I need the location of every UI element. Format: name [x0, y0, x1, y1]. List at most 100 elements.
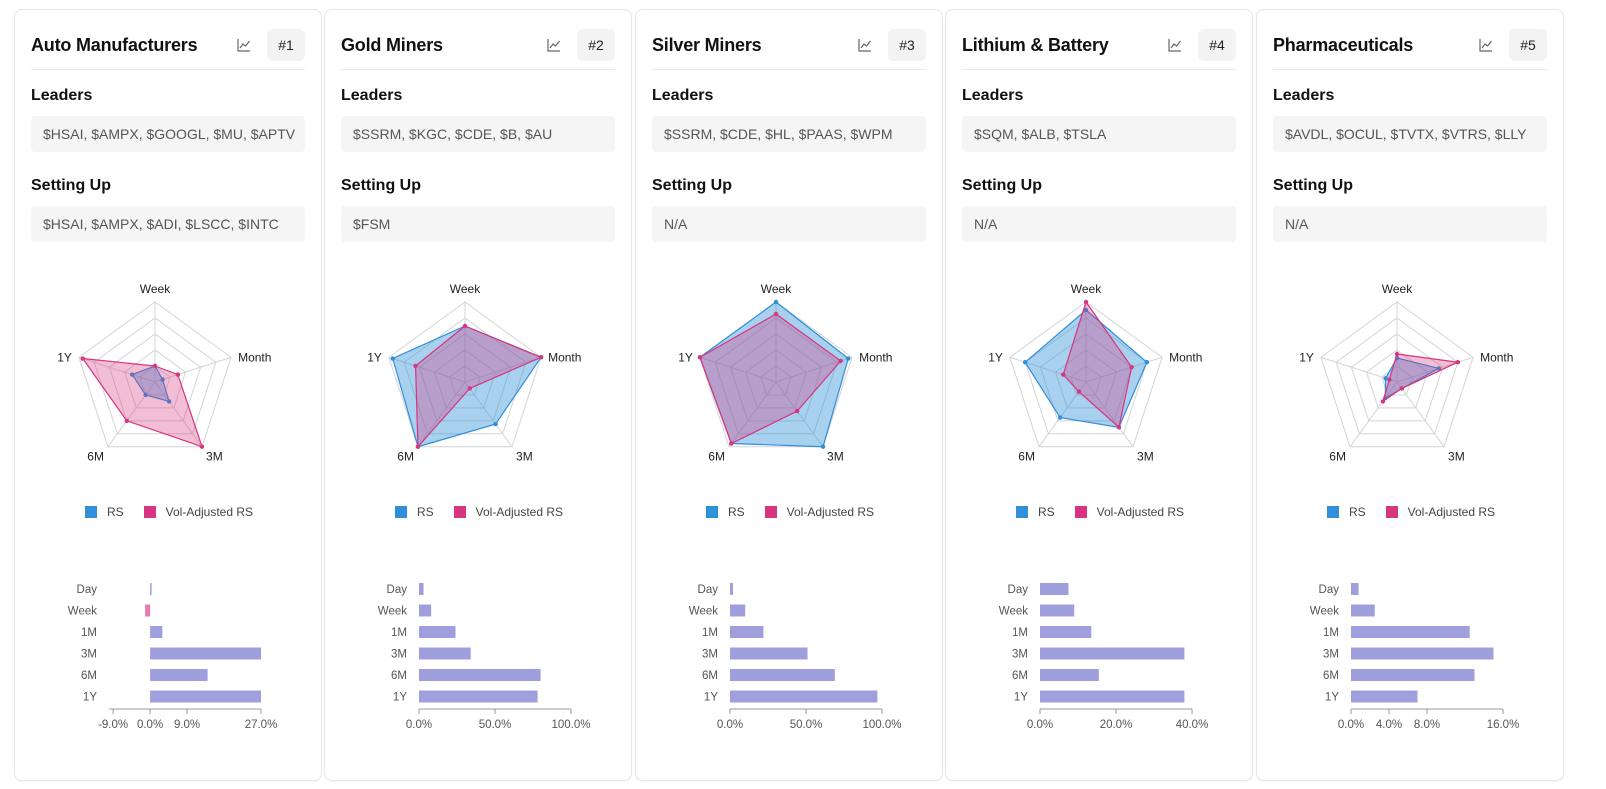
rank-badge: #2: [577, 29, 615, 61]
radar-point: [467, 386, 472, 391]
radar-point: [729, 441, 734, 446]
bar: [1040, 583, 1069, 595]
view-chart-button[interactable]: [1471, 30, 1501, 60]
bar-category-label: 3M: [1012, 649, 1028, 661]
radar-grid-ring: [1365, 349, 1429, 409]
bar: [150, 583, 152, 595]
rank-badge: #1: [267, 29, 305, 61]
radar-series-vol-adjusted: [1062, 300, 1133, 429]
radar-grid-ring: [1335, 317, 1459, 435]
setting-up-label: Setting Up: [962, 177, 1042, 194]
radar-series-rs: [699, 301, 849, 448]
legend-label: Vol-Adjusted RS: [165, 505, 254, 519]
legend-swatch: [84, 506, 97, 518]
bar-axis-tick-label: 16.0%: [1487, 719, 1520, 731]
legend-item-rs[interactable]: RS: [394, 505, 434, 519]
bar-category-label: 3M: [702, 649, 718, 661]
view-chart-button[interactable]: [850, 30, 880, 60]
radar-point: [1144, 360, 1150, 365]
radar-point: [538, 355, 544, 360]
radar-spoke: [1009, 356, 1087, 383]
legend-item-rs[interactable]: RS: [1326, 505, 1366, 519]
bar: [1040, 626, 1092, 638]
bar-chart: Day Week 1M 3M 6M 1Y -9.0% 0.0% 9.0% 27.0%: [68, 583, 278, 731]
card-header: Auto Manufacturers #1: [31, 28, 305, 62]
bar: [1351, 690, 1418, 703]
legend-swatch: [143, 506, 156, 518]
radar-axis-label: Month: [1169, 350, 1202, 364]
bar-category-label: 1M: [1012, 627, 1028, 639]
legend-item-vol-adjusted[interactable]: Vol-Adjusted RS: [143, 505, 254, 519]
radar-axis-label: 6M: [708, 450, 725, 464]
radar-point: [199, 444, 205, 449]
legend-swatch: [1074, 506, 1087, 518]
legend-item-rs[interactable]: RS: [1015, 505, 1055, 519]
bar-category-label: 1M: [81, 627, 97, 639]
radar-grid-ring: [93, 317, 217, 435]
card-title: Lithium & Battery: [962, 34, 1109, 55]
radar-grid-ring: [433, 349, 497, 409]
radar-grid-ring: [1054, 349, 1118, 409]
radar-point: [794, 408, 800, 414]
radar-grid-ring: [123, 349, 187, 409]
legend-item-vol-adjusted[interactable]: Vol-Adjusted RS: [1385, 505, 1496, 519]
bar: [419, 647, 471, 660]
radar-point: [1057, 415, 1063, 420]
divider: [341, 69, 615, 70]
radar-axis-label: Week: [761, 282, 792, 296]
view-chart-button[interactable]: [539, 30, 569, 60]
radar-axis-label: 3M: [516, 450, 533, 464]
radar-grid-ring: [1070, 365, 1102, 396]
legend-label: Vol-Adjusted RS: [1407, 505, 1496, 519]
legend-item-vol-adjusted[interactable]: Vol-Adjusted RS: [764, 505, 874, 519]
bar-category-label: 6M: [81, 670, 97, 682]
card-header: Gold Miners #2: [341, 28, 615, 62]
bar: [150, 647, 261, 660]
radar-point: [1387, 377, 1392, 382]
bar-axis-tick-label: 0.0%: [1338, 719, 1364, 731]
card-header: Pharmaceuticals #5: [1273, 28, 1547, 62]
radar-spoke: [699, 356, 777, 383]
radar-point: [1399, 386, 1404, 391]
radar-chart: Week Month 3M 6M 1Y: [988, 282, 1202, 464]
radar-point: [1076, 389, 1082, 394]
bar: [145, 604, 151, 617]
bar-axis-tick-label: 50.0%: [790, 719, 823, 731]
radar-series-rs: [1024, 309, 1148, 428]
line-chart-icon: [547, 39, 560, 52]
radar-point: [1129, 364, 1134, 370]
card-title: Gold Miners: [341, 34, 443, 55]
radar-point: [175, 372, 181, 377]
bar-axis-tick-label: 27.0%: [245, 719, 278, 731]
chart-legend: RS Vol-Adjusted RS: [636, 505, 944, 519]
setting-up-label: Setting Up: [652, 177, 732, 194]
legend-item-rs[interactable]: RS: [84, 505, 124, 519]
radar-spoke: [154, 356, 232, 383]
bar-chart: Day Week 1M 3M 6M 1Y 0.0% 50.0% 100.0%: [689, 583, 902, 731]
radar-point: [390, 356, 395, 361]
radar-axis-label: 1Y: [678, 350, 693, 364]
bar-axis-tick-label: 40.0%: [1176, 719, 1209, 731]
legend-label: RS: [1037, 505, 1055, 519]
line-chart-icon: [1168, 39, 1181, 52]
setting-up-label: Setting Up: [341, 177, 421, 194]
radar-point: [1083, 307, 1089, 313]
bar: [1040, 669, 1099, 681]
radar-spoke: [1349, 381, 1398, 448]
setting-up-tickers: N/A: [962, 206, 1236, 242]
setting-up-tickers: N/A: [652, 206, 926, 242]
card-title: Pharmaceuticals: [1273, 34, 1414, 55]
view-chart-button[interactable]: [1160, 30, 1190, 60]
sector-card: Auto Manufacturers #1 Leaders $HSAI, $AMPX,…: [14, 9, 322, 781]
radar-axis-label: Week: [450, 282, 481, 296]
legend-swatch: [453, 506, 466, 518]
bar-category-label: 6M: [391, 670, 407, 682]
bar-axis-tick-label: 0.0%: [137, 719, 163, 731]
legend-item-vol-adjusted[interactable]: Vol-Adjusted RS: [1074, 505, 1184, 519]
view-chart-button[interactable]: [229, 30, 259, 60]
legend-item-vol-adjusted[interactable]: Vol-Adjusted RS: [453, 505, 563, 519]
line-chart-icon: [1479, 39, 1492, 52]
radar-grid-ring: [760, 365, 792, 396]
legend-item-rs[interactable]: RS: [705, 505, 745, 519]
radar-spoke: [775, 381, 824, 448]
